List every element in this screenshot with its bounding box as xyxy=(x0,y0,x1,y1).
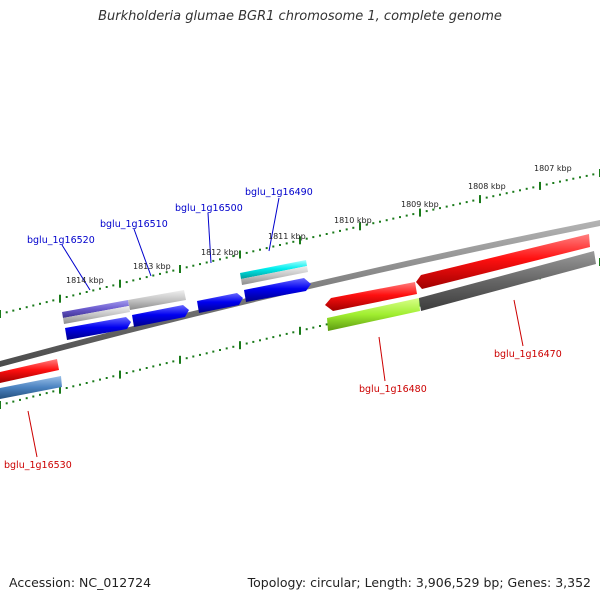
gene-label-bglu_1g16510[interactable]: bglu_1g16510 xyxy=(100,219,168,230)
gene-label-bglu_1g16490[interactable]: bglu_1g16490 xyxy=(245,187,313,198)
gene-arrow-forward[interactable] xyxy=(65,317,131,340)
scale-label-1811: 1811 kbp xyxy=(268,232,306,241)
genome-summary-text: Topology: circular; Length: 3,906,529 bp… xyxy=(247,575,591,590)
scale-label-1808: 1808 kbp xyxy=(468,182,506,191)
gene-label-bglu_1g16480[interactable]: bglu_1g16480 xyxy=(359,384,427,395)
scale-ticks-upper xyxy=(0,169,600,318)
gene-label-bglu_1g16500[interactable]: bglu_1g16500 xyxy=(175,203,243,214)
gene-arrow-reverse[interactable] xyxy=(0,359,59,383)
gene-arrow-forward[interactable] xyxy=(244,278,311,302)
label-pointers xyxy=(27,197,524,458)
chromosome-backbone xyxy=(0,220,600,367)
gene-arrow-forward[interactable] xyxy=(197,293,243,313)
scale-label-1812: 1812 kbp xyxy=(201,248,239,257)
map-title: Burkholderia glumae BGR1 chromosome 1, c… xyxy=(98,9,502,24)
scale-label-1810: 1810 kbp xyxy=(334,216,372,225)
accession-text: Accession: NC_012724 xyxy=(9,575,152,590)
gene-arrow-reverse[interactable] xyxy=(325,282,417,311)
scale-label-1814: 1814 kbp xyxy=(66,276,104,285)
gene-label-bglu_1g16520[interactable]: bglu_1g16520 xyxy=(27,235,95,246)
gene-bar-green[interactable] xyxy=(327,298,420,331)
gene-label-bglu_1g16530[interactable]: bglu_1g16530 xyxy=(4,460,72,471)
gene-bar-gray xyxy=(63,306,130,324)
gene-label-bglu_1g16470[interactable]: bglu_1g16470 xyxy=(494,349,562,360)
gene-bar-darkgray xyxy=(419,251,596,311)
scale-label-1813: 1813 kbp xyxy=(133,262,171,271)
gene-arrow-forward[interactable] xyxy=(132,305,189,327)
gene-bar-purple[interactable] xyxy=(62,300,129,318)
scale-label-1809: 1809 kbp xyxy=(401,200,439,209)
gene-bar-gray xyxy=(241,266,308,285)
gene-bar-gray xyxy=(128,290,186,310)
gene-bar-cyan[interactable] xyxy=(240,260,307,279)
gene-bar-steelblue[interactable] xyxy=(0,376,62,399)
gene-arrow-reverse[interactable] xyxy=(416,234,590,289)
scale-label-1807: 1807 kbp xyxy=(534,164,572,173)
